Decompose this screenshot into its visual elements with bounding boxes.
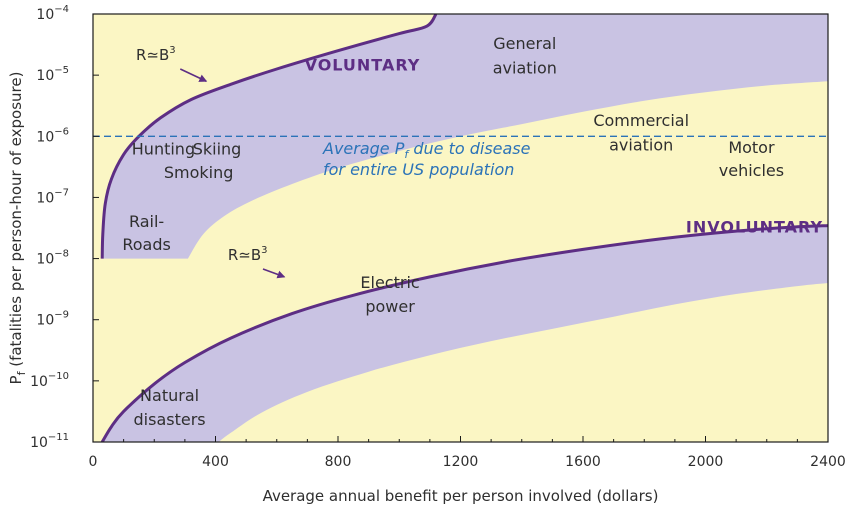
annotation-commercial: Commercial [593, 111, 689, 130]
annotation-natural: Natural [140, 386, 199, 405]
annotation-hunting: Hunting [132, 140, 195, 159]
y-tick-label: 10−11 [30, 432, 69, 451]
boundary-involuntary [100, 224, 828, 442]
y-tick-base: 10 [36, 129, 54, 145]
band-voluntary [102, 14, 828, 259]
y-tick-exponent: −9 [54, 310, 69, 321]
callout-exponent: 3 [169, 45, 175, 56]
y-tick-base: 10 [30, 374, 48, 390]
callouts-layer: R≃B3R≃B3 [136, 45, 286, 279]
x-tick-label-800: 800 [325, 454, 352, 470]
annotation-general: General [493, 34, 556, 53]
callout-arrow-1 [262, 268, 286, 279]
y-tick-exponent: −11 [48, 432, 69, 443]
y-axis-label-sub: f [15, 370, 28, 375]
bands-layer [102, 14, 828, 442]
x-tick-label-400: 400 [202, 454, 229, 470]
annotation-disasters: disasters [134, 410, 206, 429]
callout-var: B [251, 246, 261, 264]
x-tick-label-0: 0 [89, 454, 98, 470]
annotation-aviation: aviation [493, 58, 557, 77]
disease-label-rest: due to disease [408, 139, 530, 158]
annotation-motor: Motor [728, 138, 775, 157]
y-tick-base: 10 [30, 435, 48, 451]
y-axis-label: Pf (fatalities per person-hour of exposu… [7, 72, 28, 385]
y-tick-base: 10 [36, 313, 54, 329]
y-tick-label: 10−7 [36, 187, 69, 206]
y-tick-base: 10 [36, 7, 54, 23]
annotation-power: power [365, 297, 415, 316]
callout-base: R [228, 246, 238, 264]
y-tick-label: 10−5 [36, 65, 69, 84]
x-axis-label: Average annual benefit per person involv… [263, 487, 659, 505]
annotation-skiing: Skiing [193, 140, 242, 159]
y-tick-base: 10 [36, 68, 54, 84]
x-tick-label-1200: 1200 [443, 454, 479, 470]
y-tick-exponent: −7 [54, 187, 69, 198]
callout-exponent: 3 [261, 245, 267, 256]
disease-label-sub: f [404, 148, 410, 161]
disease-label-text: Average P [322, 139, 405, 158]
y-tick-label: 10−9 [36, 310, 69, 329]
annotation-voluntary: VOLUNTARY [305, 55, 421, 74]
annotation-rail: Rail- [129, 212, 164, 231]
y-tick-label: 10−10 [30, 371, 69, 390]
y-tick-label: 10−6 [36, 126, 69, 145]
y-tick-exponent: −8 [54, 249, 69, 260]
y-axis-label-rest: (fatalities per person-hour of exposure) [7, 72, 25, 372]
callout-var: B [159, 46, 169, 64]
annotation-roads: Roads [122, 235, 170, 254]
boundaries-layer [100, 14, 828, 442]
y-tick-exponent: −6 [54, 126, 69, 137]
boundary-voluntary [100, 14, 438, 259]
callout-label-1: R≃B3 [228, 245, 268, 264]
x-tick-label-2000: 2000 [688, 454, 724, 470]
y-tick-base: 10 [36, 190, 54, 206]
x-tick-label-1600: 1600 [565, 454, 601, 470]
annotation-vehicles: vehicles [719, 161, 784, 180]
y-tick-label: 10−8 [36, 249, 69, 268]
y-tick-exponent: −5 [54, 65, 69, 76]
callout-base: R [136, 46, 146, 64]
disease-label-line2: for entire US population [323, 160, 514, 179]
y-axis-label-main: P [7, 375, 25, 384]
callout-label-0: R≃B3 [136, 45, 176, 64]
y-tick-exponent: −4 [54, 4, 69, 15]
y-tick-exponent: −10 [48, 371, 69, 382]
callout-approx: ≃ [238, 246, 251, 264]
callout-arrow-0 [179, 68, 208, 82]
callout-approx: ≃ [146, 46, 159, 64]
y-tick-label: 10−4 [36, 4, 69, 23]
annotation-involuntary: INVOLUNTARY [686, 217, 823, 236]
y-tick-base: 10 [36, 252, 54, 268]
annotations-layer: General aviation VOLUNTARY Commercial aviati… [122, 34, 823, 429]
band-involuntary [102, 225, 828, 442]
annotation-aviation: aviation [609, 135, 673, 154]
annotation-electric: Electric [360, 273, 419, 292]
annotation-smoking: Smoking [164, 163, 234, 182]
x-ticks-layer: 0 400 800 1200 1600 2000 2400 [89, 436, 846, 470]
x-tick-label-2400: 2400 [810, 454, 846, 470]
disease-label-line1: Average Pf due to disease [322, 139, 531, 161]
